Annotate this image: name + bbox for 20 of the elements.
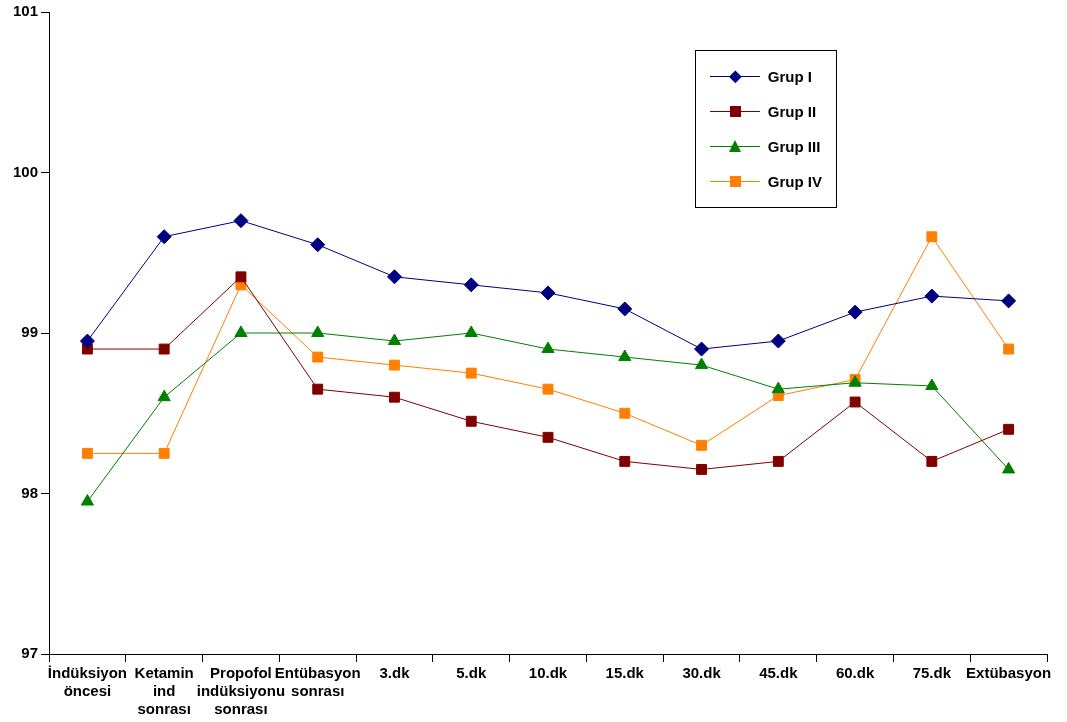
legend-label: Grup III: [767, 138, 821, 155]
x-tick-label: Extübasyon: [966, 664, 1052, 682]
x-tick-label: 45.dk: [759, 664, 799, 682]
y-tick-label: 97: [21, 644, 39, 662]
x-tick-label: 15.dk: [605, 664, 645, 682]
x-tick-label: 75.dk: [912, 664, 952, 682]
legend-label: Grup I: [767, 68, 812, 85]
legend-label: Grup II: [767, 103, 817, 120]
legend-label: Grup IV: [767, 173, 822, 190]
y-tick-label: 101: [13, 2, 39, 20]
x-tick-label: 60.dk: [835, 664, 875, 682]
x-tick-label: 5.dk: [456, 664, 487, 682]
x-tick-label: 3.dk: [379, 664, 411, 682]
y-tick-label: 100: [13, 162, 39, 180]
x-tick-label: İndüksiyon öncesi: [47, 664, 127, 700]
x-tick-label: 30.dk: [682, 664, 722, 682]
y-tick-label: 99: [21, 323, 39, 341]
y-tick-label: 98: [21, 483, 39, 501]
x-tick-label: Ketamin ind sonrası: [134, 664, 194, 718]
x-tick-label: 10.dk: [528, 664, 568, 682]
